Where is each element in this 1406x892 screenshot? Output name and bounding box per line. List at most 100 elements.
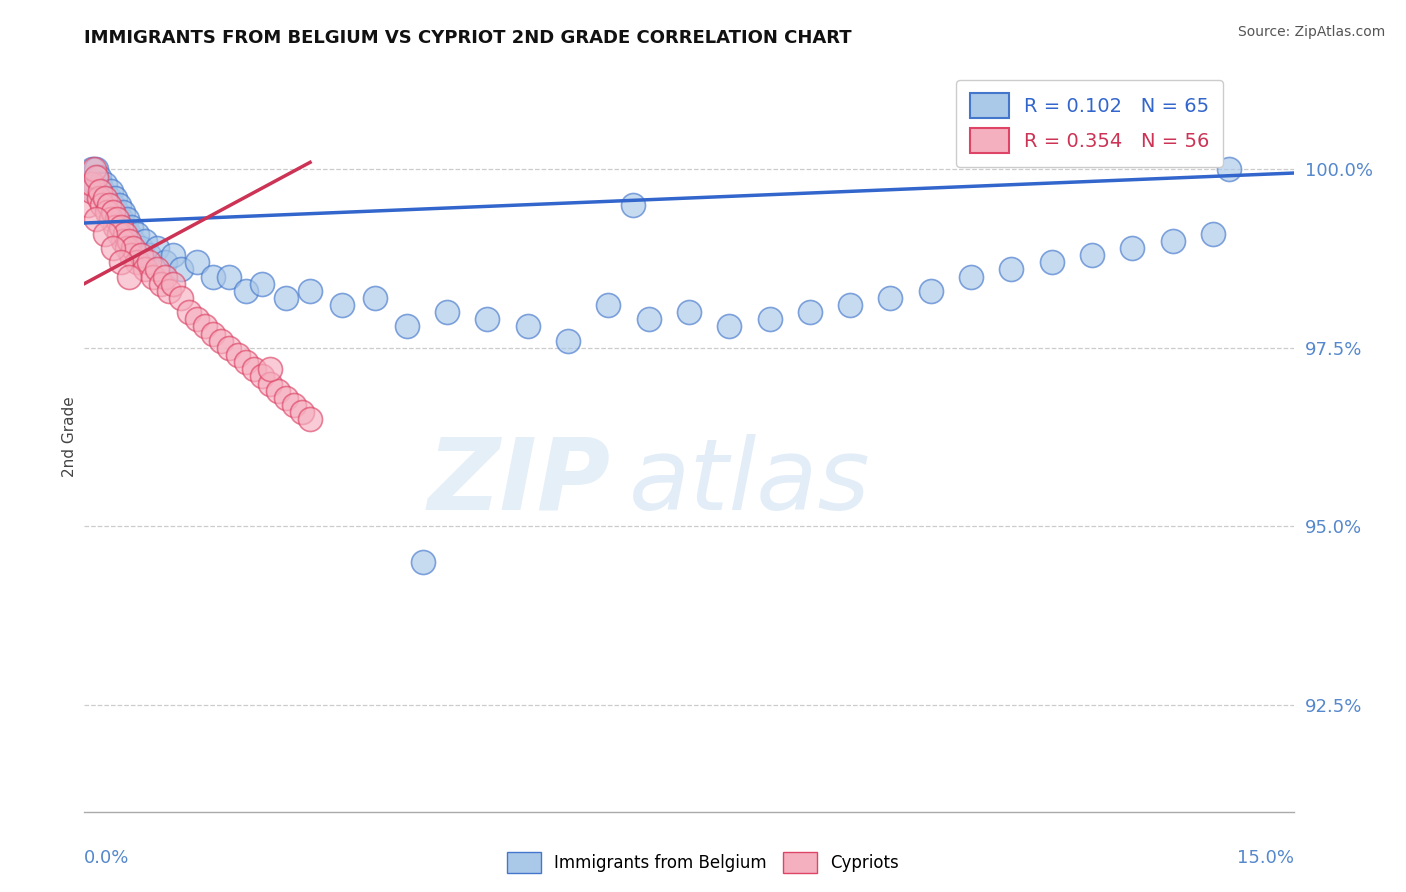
Point	[125, 255, 148, 269]
Point	[129, 248, 152, 262]
Point	[170, 291, 193, 305]
Point	[363, 291, 385, 305]
Point	[91, 184, 114, 198]
Point	[108, 227, 131, 241]
Point	[1161, 234, 1184, 248]
Point	[114, 227, 136, 241]
Point	[839, 298, 862, 312]
Point	[202, 269, 225, 284]
Point	[218, 269, 240, 284]
Text: atlas: atlas	[628, 434, 870, 531]
Point	[120, 219, 142, 234]
Point	[105, 212, 128, 227]
Point	[186, 312, 208, 326]
Point	[118, 227, 141, 241]
Point	[412, 555, 434, 569]
Point	[97, 198, 120, 212]
Y-axis label: 2nd Grade: 2nd Grade	[62, 397, 77, 477]
Point	[115, 212, 138, 227]
Point	[86, 212, 108, 227]
Point	[138, 248, 160, 262]
Point	[274, 391, 297, 405]
Point	[114, 219, 136, 234]
Point	[104, 219, 127, 234]
Point	[153, 269, 176, 284]
Text: ZIP: ZIP	[427, 434, 610, 531]
Point	[80, 169, 103, 184]
Point	[226, 348, 249, 362]
Point	[235, 284, 257, 298]
Point	[101, 241, 124, 255]
Point	[209, 334, 232, 348]
Point	[1040, 255, 1063, 269]
Point	[96, 198, 118, 212]
Point	[89, 184, 111, 198]
Point	[125, 227, 148, 241]
Point	[115, 241, 138, 255]
Text: 15.0%: 15.0%	[1236, 849, 1294, 867]
Point	[83, 162, 105, 177]
Point	[259, 376, 281, 391]
Point	[93, 177, 115, 191]
Point	[621, 198, 644, 212]
Point	[101, 205, 124, 219]
Point	[153, 255, 176, 269]
Point	[118, 234, 141, 248]
Point	[87, 169, 110, 184]
Point	[170, 262, 193, 277]
Point	[83, 177, 105, 191]
Point	[118, 269, 141, 284]
Point	[267, 384, 290, 398]
Text: IMMIGRANTS FROM BELGIUM VS CYPRIOT 2ND GRADE CORRELATION CHART: IMMIGRANTS FROM BELGIUM VS CYPRIOT 2ND G…	[84, 29, 852, 47]
Point	[142, 269, 165, 284]
Point	[235, 355, 257, 369]
Point	[96, 205, 118, 219]
Text: 0.0%: 0.0%	[84, 849, 129, 867]
Point	[242, 362, 264, 376]
Point	[274, 291, 297, 305]
Point	[77, 198, 100, 212]
Point	[330, 298, 353, 312]
Point	[283, 398, 305, 412]
Point	[77, 177, 100, 191]
Point	[86, 169, 108, 184]
Point	[105, 205, 128, 219]
Point	[162, 248, 184, 262]
Point	[1000, 262, 1022, 277]
Point	[87, 191, 110, 205]
Point	[104, 191, 127, 205]
Point	[758, 312, 780, 326]
Point	[299, 412, 322, 426]
Point	[477, 312, 499, 326]
Legend: Immigrants from Belgium, Cypriots: Immigrants from Belgium, Cypriots	[501, 846, 905, 880]
Point	[97, 191, 120, 205]
Point	[186, 255, 208, 269]
Point	[110, 255, 132, 269]
Point	[250, 369, 273, 384]
Point	[100, 184, 122, 198]
Point	[129, 241, 152, 255]
Point	[100, 212, 122, 227]
Point	[86, 162, 108, 177]
Point	[557, 334, 579, 348]
Point	[259, 362, 281, 376]
Text: Source: ZipAtlas.com: Source: ZipAtlas.com	[1237, 25, 1385, 39]
Point	[91, 198, 114, 212]
Point	[598, 298, 620, 312]
Point	[1218, 162, 1240, 177]
Point	[194, 319, 217, 334]
Point	[202, 326, 225, 341]
Point	[82, 177, 104, 191]
Point	[134, 262, 156, 277]
Point	[920, 284, 942, 298]
Point	[101, 198, 124, 212]
Point	[110, 212, 132, 227]
Point	[299, 284, 322, 298]
Point	[799, 305, 821, 319]
Point	[1202, 227, 1225, 241]
Legend: R = 0.102   N = 65, R = 0.354   N = 56: R = 0.102 N = 65, R = 0.354 N = 56	[956, 79, 1223, 167]
Point	[678, 305, 700, 319]
Point	[112, 205, 135, 219]
Point	[179, 305, 201, 319]
Point	[162, 277, 184, 291]
